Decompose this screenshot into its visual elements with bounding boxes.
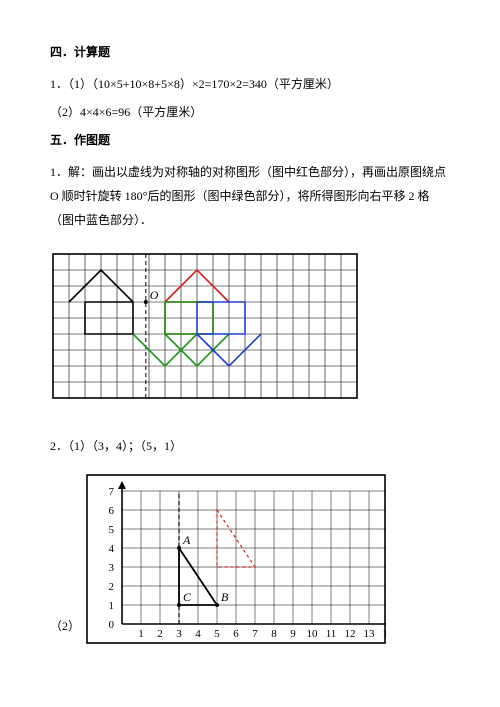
figure-2-svg: 123456789101112131401234567ABC bbox=[86, 474, 386, 644]
figure-1-svg: O bbox=[50, 248, 360, 408]
svg-text:14: 14 bbox=[383, 628, 387, 640]
section5-title: 五．作图题 bbox=[50, 128, 450, 152]
svg-text:O: O bbox=[150, 288, 159, 302]
svg-text:8: 8 bbox=[271, 628, 277, 640]
svg-text:1: 1 bbox=[109, 600, 115, 612]
q1-line2: （2）4×4×6=96（平方厘米） bbox=[50, 100, 450, 124]
svg-text:1: 1 bbox=[138, 628, 144, 640]
q1-line1: 1．（1）（10×5+10×8+5×8）×2=170×2=340（平方厘米） bbox=[50, 72, 450, 96]
svg-text:2: 2 bbox=[157, 628, 163, 640]
svg-text:5: 5 bbox=[214, 628, 220, 640]
svg-text:0: 0 bbox=[109, 619, 115, 631]
svg-text:9: 9 bbox=[290, 628, 296, 640]
svg-text:A: A bbox=[182, 533, 191, 547]
figure-1: O bbox=[50, 248, 450, 416]
svg-text:B: B bbox=[221, 590, 229, 604]
svg-text:3: 3 bbox=[109, 562, 115, 574]
figure-2-label: （2） bbox=[50, 614, 80, 638]
svg-text:13: 13 bbox=[364, 628, 376, 640]
svg-text:10: 10 bbox=[307, 628, 319, 640]
svg-text:12: 12 bbox=[345, 628, 356, 640]
svg-text:C: C bbox=[183, 590, 192, 604]
svg-text:4: 4 bbox=[109, 543, 115, 555]
q5-2-text: 2．（1）（3，4）；（5，1） bbox=[50, 434, 450, 458]
svg-text:5: 5 bbox=[109, 524, 115, 536]
svg-text:2: 2 bbox=[109, 581, 115, 593]
svg-text:6: 6 bbox=[109, 505, 115, 517]
svg-text:6: 6 bbox=[233, 628, 239, 640]
svg-text:7: 7 bbox=[252, 628, 258, 640]
section4-title: 四．计算题 bbox=[50, 40, 450, 64]
figure-2: （2） 123456789101112131401234567ABC bbox=[50, 474, 450, 644]
svg-text:7: 7 bbox=[109, 486, 115, 498]
q5-1-text: 1．解：画出以虚线为对称轴的对称图形（图中红色部分），再画出原图绕点 O 顺时针… bbox=[50, 160, 450, 232]
svg-text:4: 4 bbox=[195, 628, 201, 640]
svg-text:3: 3 bbox=[176, 628, 182, 640]
svg-text:11: 11 bbox=[326, 628, 337, 640]
